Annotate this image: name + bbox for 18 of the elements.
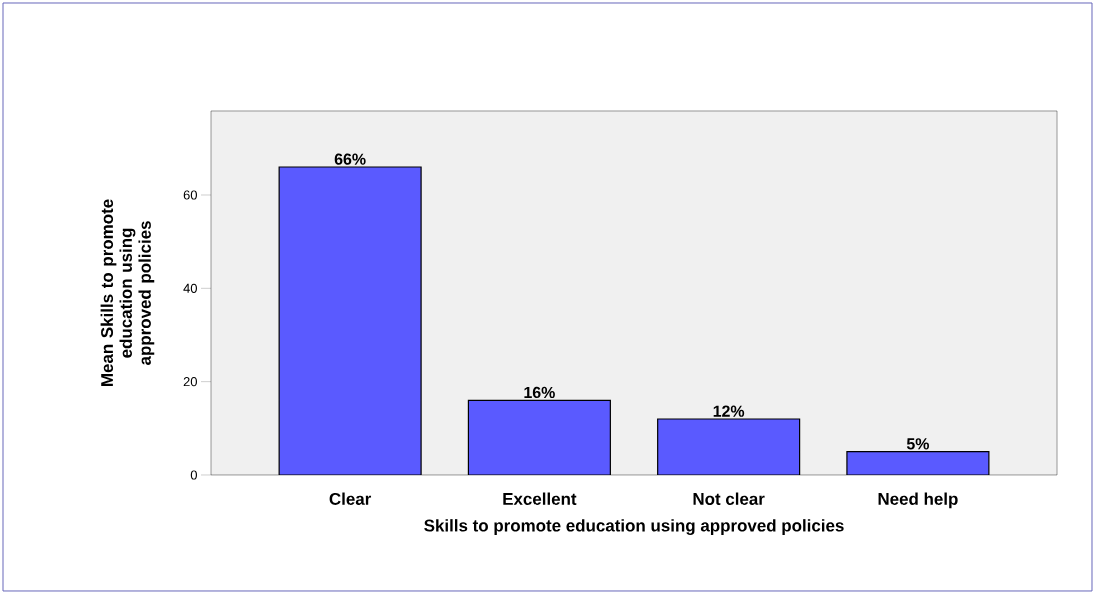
y-tick-label: 60 xyxy=(183,190,197,200)
data-label: 16% xyxy=(524,386,555,399)
data-label: 12% xyxy=(713,405,745,417)
bar xyxy=(278,166,422,475)
bar xyxy=(657,418,800,475)
x-axis-title: Skills to promote education using approved policies xyxy=(424,519,844,535)
data-label: 5% xyxy=(906,438,929,450)
x-tick-label: Need help xyxy=(878,492,958,509)
data-label: 66% xyxy=(334,153,366,165)
y-tick-label: 40 xyxy=(183,283,197,293)
x-tick-label: Clear xyxy=(329,492,372,505)
y-tick-label: 0 xyxy=(190,470,197,480)
bar xyxy=(467,399,611,475)
y-tick-label: 20 xyxy=(183,377,197,387)
y-axis-title: Mean Skills to promote education using approved policies xyxy=(100,199,155,386)
bar xyxy=(846,451,990,475)
x-tick-label: Excellent xyxy=(503,492,577,505)
x-tick-label: Not clear xyxy=(693,492,765,505)
